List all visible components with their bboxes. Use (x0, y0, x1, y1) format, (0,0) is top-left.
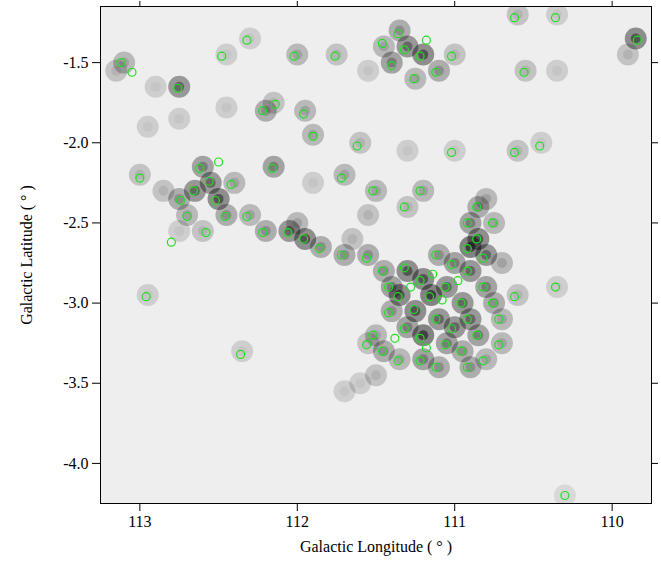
svg-text:110: 110 (600, 513, 623, 530)
svg-text:-3.5: -3.5 (63, 374, 88, 391)
svg-text:112: 112 (286, 513, 309, 530)
svg-text:-3.0: -3.0 (63, 294, 88, 311)
svg-text:111: 111 (443, 513, 466, 530)
svg-text:Galactic Longitude ( ° ): Galactic Longitude ( ° ) (300, 538, 452, 556)
svg-text:-4.0: -4.0 (63, 455, 88, 472)
svg-text:Galactic Latitude ( ° ): Galactic Latitude ( ° ) (18, 185, 36, 325)
svg-text:-2.5: -2.5 (63, 214, 88, 231)
svg-text:-1.5: -1.5 (63, 54, 88, 71)
svg-text:-2.0: -2.0 (63, 134, 88, 151)
svg-text:113: 113 (128, 513, 151, 530)
